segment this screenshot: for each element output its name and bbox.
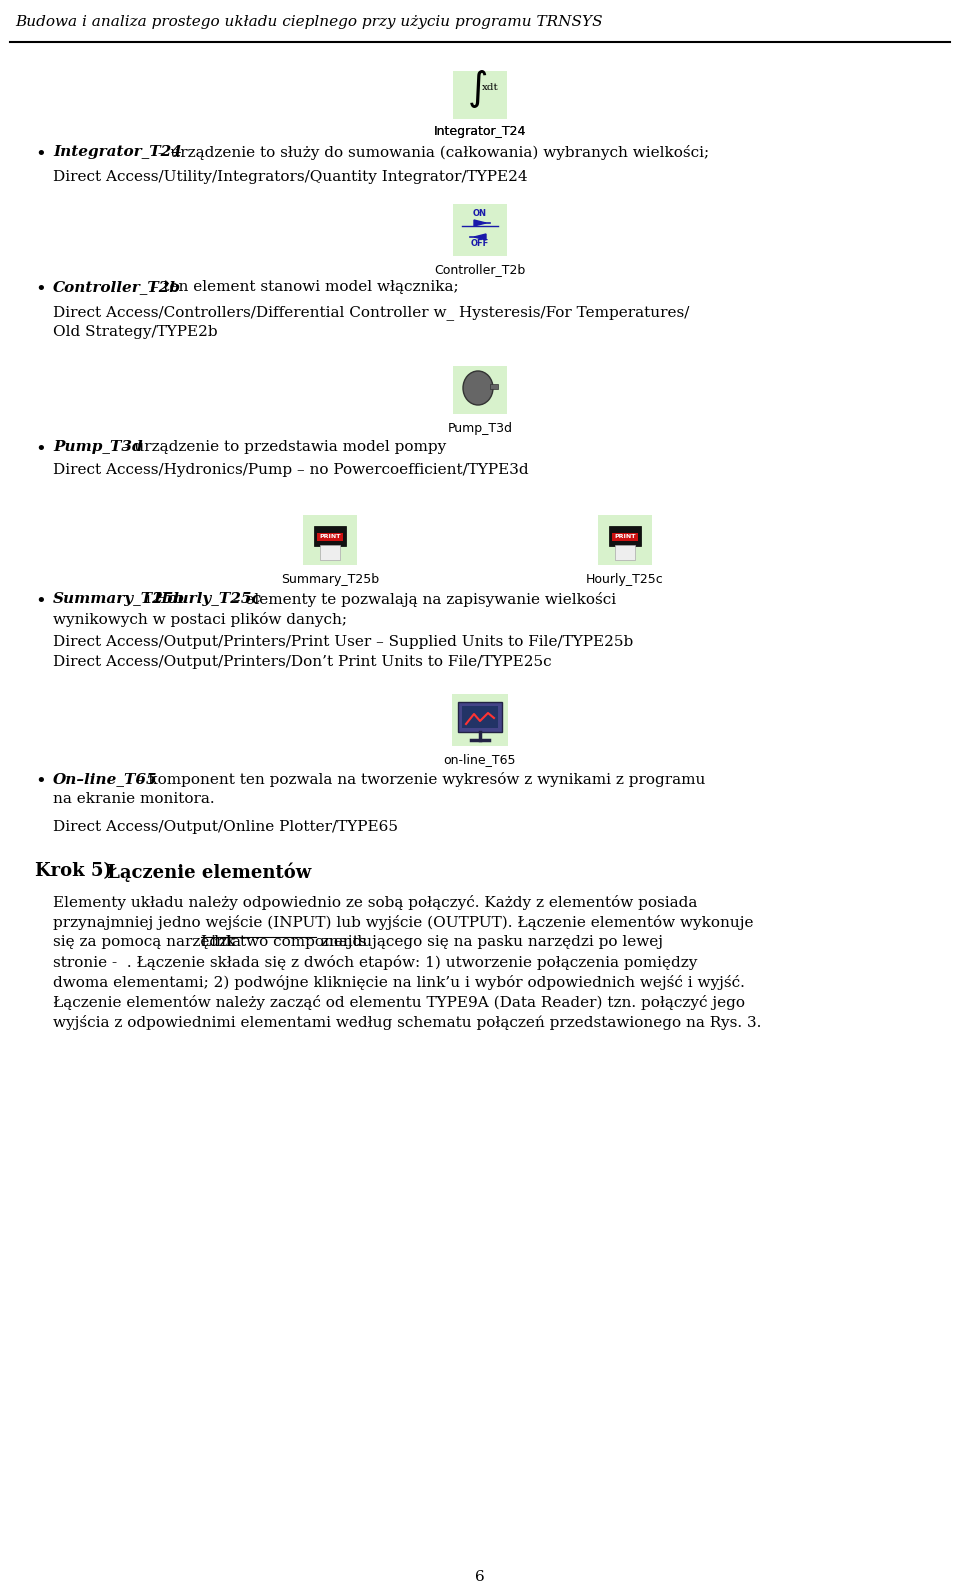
Text: ON: ON [473, 210, 487, 218]
Text: dwoma elementami; 2) podwójne kliknięcie na link’u i wybór odpowiednich wejść i : dwoma elementami; 2) podwójne kliknięcie… [53, 975, 745, 989]
Text: Łączenie elementów: Łączenie elementów [107, 862, 311, 881]
Text: $\int$: $\int$ [467, 68, 487, 110]
Text: Elementy układu należy odpowiednio ze sobą połączyć. Każdy z elementów posiada: Elementy układu należy odpowiednio ze so… [53, 895, 697, 910]
Text: – elementy te pozwalają na zapisywanie wielkości: – elementy te pozwalają na zapisywanie w… [228, 593, 616, 607]
Text: Link two components: Link two components [201, 935, 367, 949]
Text: Pump_T3d: Pump_T3d [53, 440, 143, 454]
Text: na ekranie monitora.: na ekranie monitora. [53, 792, 215, 806]
Text: •: • [35, 145, 46, 162]
FancyBboxPatch shape [453, 204, 507, 256]
Text: •: • [35, 593, 46, 610]
Text: On–line_T65: On–line_T65 [53, 773, 157, 785]
FancyBboxPatch shape [458, 703, 502, 733]
Text: – komponent ten pozwala na tworzenie wykresów z wynikami z programu: – komponent ten pozwala na tworzenie wyk… [131, 773, 706, 787]
Text: i: i [141, 593, 156, 605]
Text: on-line_T65: on-line_T65 [444, 753, 516, 766]
FancyBboxPatch shape [314, 526, 346, 546]
FancyBboxPatch shape [453, 366, 507, 414]
Text: Direct Access/Utility/Integrators/Quantity Integrator/TYPE24: Direct Access/Utility/Integrators/Quanti… [53, 170, 528, 185]
Text: •: • [35, 773, 46, 790]
Text: Controller_T2b: Controller_T2b [434, 263, 526, 276]
Text: 6: 6 [475, 1571, 485, 1583]
Text: PRINT: PRINT [614, 535, 636, 540]
Text: Summary_T25b: Summary_T25b [281, 573, 379, 586]
Text: Summary_T25b: Summary_T25b [53, 593, 185, 605]
Text: – urządzenie to przedstawia model pompy: – urządzenie to przedstawia model pompy [117, 440, 446, 454]
Text: •: • [35, 440, 46, 459]
FancyBboxPatch shape [303, 515, 357, 566]
Text: – urządzenie to służy do sumowania (całkowania) wybranych wielkości;: – urządzenie to służy do sumowania (całk… [153, 145, 709, 159]
Text: Direct Access/Controllers/Differential Controller w_ Hysteresis/For Temperatures: Direct Access/Controllers/Differential C… [53, 304, 689, 320]
Text: Integrator_T24: Integrator_T24 [434, 124, 526, 139]
Text: Direct Access/Output/Online Plotter/TYPE65: Direct Access/Output/Online Plotter/TYPE… [53, 820, 398, 835]
FancyBboxPatch shape [615, 545, 635, 561]
Text: xdt: xdt [482, 83, 498, 91]
Text: Hourly_T25c: Hourly_T25c [153, 593, 261, 605]
Ellipse shape [463, 371, 493, 405]
Text: stronie -  . Łączenie składa się z dwóch etapów: 1) utworzenie połączenia pomięd: stronie - . Łączenie składa się z dwóch … [53, 954, 697, 970]
Text: Łączenie elementów należy zacząć od elementu TYPE9A (Data Reader) tzn. połączyć : Łączenie elementów należy zacząć od elem… [53, 996, 745, 1010]
Text: Hourly_T25c: Hourly_T25c [587, 573, 664, 586]
Text: Controller_T2b: Controller_T2b [53, 280, 181, 295]
Text: wynikowych w postaci plików danych;: wynikowych w postaci plików danych; [53, 612, 347, 628]
FancyBboxPatch shape [453, 72, 507, 119]
Text: Direct Access/Output/Printers/Print User – Supplied Units to File/TYPE25b: Direct Access/Output/Printers/Print User… [53, 636, 634, 648]
FancyBboxPatch shape [462, 706, 498, 728]
Text: OFF: OFF [470, 239, 490, 249]
Text: znajdującego się na pasku narzędzi po lewej: znajdującego się na pasku narzędzi po le… [316, 935, 663, 949]
Text: – ten element stanowi model włącznika;: – ten element stanowi model włącznika; [146, 280, 459, 295]
FancyArrow shape [490, 384, 498, 389]
Text: się za pomocą narzędzia: się za pomocą narzędzia [53, 935, 246, 949]
Text: Budowa i analiza prostego układu cieplnego przy użyciu programu TRNSYS: Budowa i analiza prostego układu cieplne… [15, 14, 603, 29]
Text: Krok 5): Krok 5) [35, 862, 112, 879]
Text: •: • [35, 280, 46, 298]
Text: Old Strategy/TYPE2b: Old Strategy/TYPE2b [53, 325, 218, 339]
Text: Integrator_T24: Integrator_T24 [53, 145, 181, 159]
Polygon shape [474, 234, 486, 241]
Text: Integrator_T24: Integrator_T24 [434, 124, 526, 139]
Text: Direct Access/Output/Printers/Don’t Print Units to File/TYPE25c: Direct Access/Output/Printers/Don’t Prin… [53, 655, 552, 669]
Polygon shape [474, 220, 486, 226]
FancyBboxPatch shape [452, 695, 508, 746]
FancyBboxPatch shape [612, 534, 638, 542]
FancyBboxPatch shape [317, 534, 343, 542]
Text: PRINT: PRINT [320, 535, 341, 540]
FancyBboxPatch shape [320, 545, 340, 561]
Text: Direct Access/Hydronics/Pump – no Powercoefficient/TYPE3d: Direct Access/Hydronics/Pump – no Powerc… [53, 464, 529, 476]
FancyBboxPatch shape [609, 526, 641, 546]
FancyBboxPatch shape [598, 515, 652, 566]
Text: Pump_T3d: Pump_T3d [447, 422, 513, 435]
Text: wyjścia z odpowiednimi elementami według schematu połączeń przedstawionego na Ry: wyjścia z odpowiednimi elementami według… [53, 1015, 761, 1031]
Text: przynajmniej jedno wejście (INPUT) lub wyjście (OUTPUT). Łączenie elementów wyko: przynajmniej jedno wejście (INPUT) lub w… [53, 914, 754, 930]
